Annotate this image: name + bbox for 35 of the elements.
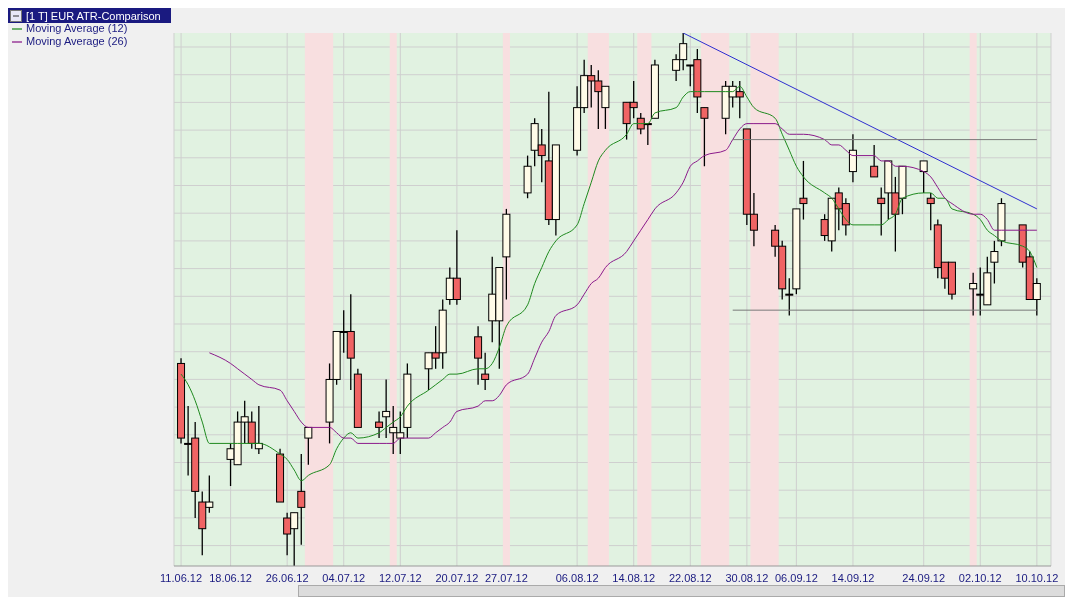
x-tick-label: 02.10.12	[958, 571, 1002, 584]
candlestick	[481, 352, 490, 391]
x-tick-label: 12.07.12	[378, 571, 422, 584]
candlestick	[926, 192, 935, 231]
candlestick	[848, 133, 857, 183]
legend-label: Moving Average (26)	[26, 35, 128, 47]
x-tick-label: 18.06.12	[209, 571, 252, 584]
candlestick	[297, 453, 306, 546]
x-tick-label: 24.09.12	[902, 571, 946, 584]
candlestick	[785, 277, 794, 317]
x-tick-label: 30.08.12	[725, 571, 769, 584]
candlestick	[474, 325, 483, 386]
x-tick-label: 04.07.12	[322, 571, 366, 584]
candlestick	[969, 272, 978, 317]
chart-title: [1 T] EUR ATR-Comparison	[26, 9, 161, 22]
candlestick	[919, 160, 928, 194]
candlestick	[382, 378, 391, 439]
x-tick-label: 06.09.12	[774, 571, 818, 584]
x-tick-label: 14.09.12	[831, 571, 875, 584]
x-tick-label: 26.06.12	[265, 571, 309, 584]
x-tick-label: 22.08.12	[668, 571, 712, 584]
x-tick-label: 27.07.12	[485, 571, 528, 584]
x-tick-label: 14.08.12	[612, 571, 656, 584]
candlestick	[700, 106, 709, 167]
candlestick	[877, 186, 886, 237]
legend-label: Moving Average (12)	[26, 22, 128, 34]
candlestick	[375, 410, 384, 439]
x-tick-label: 06.08.12	[555, 571, 599, 584]
candlestick	[870, 144, 879, 178]
x-tick-label: 10.10.12	[1015, 571, 1059, 584]
candlestick	[304, 426, 313, 466]
candlestick	[990, 240, 999, 285]
x-tick-label: 20.07.12	[435, 571, 479, 584]
candlestick	[799, 160, 808, 221]
x-tick-label: 11.06.12	[160, 571, 203, 584]
